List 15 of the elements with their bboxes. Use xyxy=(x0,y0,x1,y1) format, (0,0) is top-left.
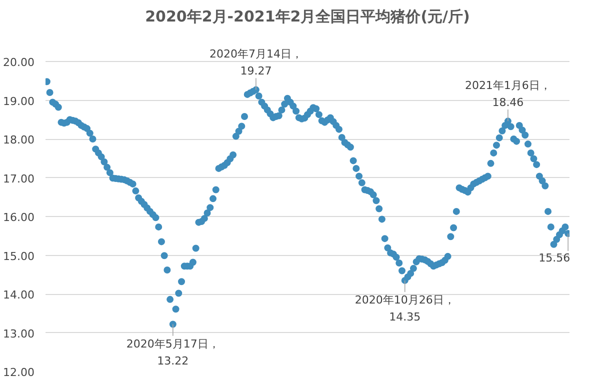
y-tick-label: 12.00 xyxy=(3,366,35,379)
annotation: 2020年7月14日， 19.27 xyxy=(209,47,302,78)
y-tick-label: 17.00 xyxy=(3,172,35,186)
chart-title: 2020年2月-2021年2月全国日平均猪价(元/斤) xyxy=(145,8,470,26)
y-tick-label: 16.00 xyxy=(3,211,35,224)
y-tick-label: 18.00 xyxy=(3,134,35,146)
annotation: 2020年10月26日， 14.35 xyxy=(354,294,455,324)
y-tick-label: 14.00 xyxy=(3,288,35,302)
y-tick-label: 13.00 xyxy=(3,327,35,340)
y-tick-label: 20.00 xyxy=(3,56,35,69)
y-tick-label: 15.00 xyxy=(3,250,35,263)
annotation: 15.56 xyxy=(538,252,570,265)
annotation: 2020年5月17日， 13.22 xyxy=(126,337,220,368)
y-tick-label: 19.00 xyxy=(3,94,35,108)
annotation: 2021年1月6日， 18.46 xyxy=(464,78,551,109)
